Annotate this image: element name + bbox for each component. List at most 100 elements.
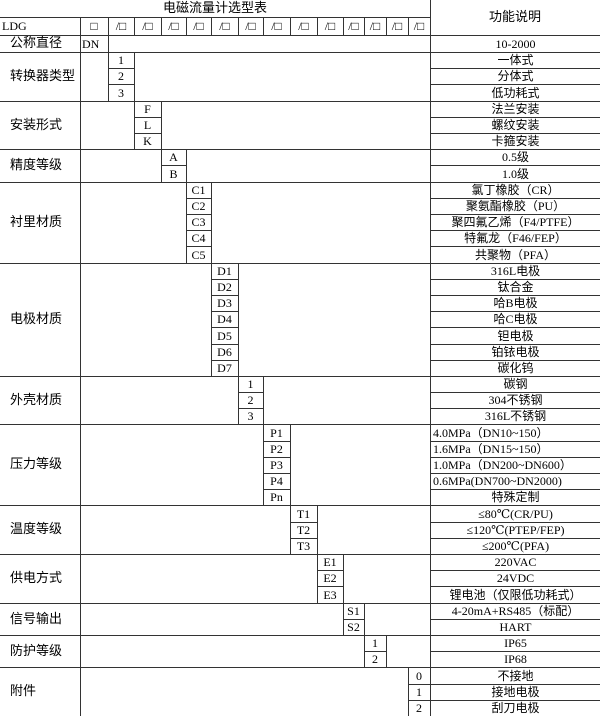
model-slot: /□ <box>238 17 264 36</box>
empty-cell <box>80 52 109 102</box>
option-code: 3 <box>238 408 264 425</box>
option-code: P4 <box>263 473 291 490</box>
option-desc: 共聚物（PFA） <box>430 246 600 264</box>
option-desc: 聚四氟乙烯（F4/PTFE） <box>430 214 600 231</box>
option-desc: IP68 <box>430 651 600 668</box>
empty-cell <box>80 554 318 604</box>
empty-cell <box>364 603 431 636</box>
empty-cell <box>80 263 212 377</box>
option-code: 1 <box>364 635 387 652</box>
option-code: P2 <box>263 441 291 458</box>
empty-cell <box>290 424 431 506</box>
empty-cell <box>80 667 409 716</box>
section-label: 信号输出 <box>0 603 81 636</box>
section-label: 供电方式 <box>0 554 81 604</box>
option-code: Pn <box>263 489 291 506</box>
option-desc: 1.6MPa（DN15~150） <box>430 441 600 458</box>
option-desc: 不接地 <box>430 667 600 685</box>
empty-cell <box>186 149 431 183</box>
option-code: D6 <box>211 344 239 361</box>
model-slot: /□ <box>386 17 409 36</box>
option-code: C3 <box>186 214 212 231</box>
model-prefix: LDG <box>0 17 81 36</box>
model-slot: /□ <box>186 17 212 36</box>
section-label: 压力等级 <box>0 424 81 506</box>
option-desc: 螺纹安装 <box>430 117 600 134</box>
model-slot: /□ <box>408 17 431 36</box>
option-code: 3 <box>108 84 135 102</box>
option-desc: 0.6MPa(DN700~DN2000) <box>430 473 600 490</box>
option-code: S1 <box>343 603 365 620</box>
empty-cell <box>263 376 431 425</box>
option-code: D3 <box>211 295 239 312</box>
option-desc: 4-20mA+RS485（标配） <box>430 603 600 620</box>
option-code: C2 <box>186 198 212 215</box>
empty-cell <box>80 505 291 555</box>
option-code: T1 <box>290 505 318 523</box>
option-desc: 0.5级 <box>430 149 600 166</box>
option-desc: 锂电池（仅限低功耗式） <box>430 586 600 604</box>
diameter-label: 公称直径 <box>0 35 81 53</box>
section-label: 转换器类型 <box>0 52 81 102</box>
function-header: 功能说明 <box>430 0 600 36</box>
model-slot: /□ <box>211 17 239 36</box>
option-code: T3 <box>290 538 318 555</box>
option-desc: ≤200℃(PFA) <box>430 538 600 555</box>
option-code: 2 <box>364 651 387 668</box>
model-slot: /□ <box>317 17 344 36</box>
option-code: D5 <box>211 327 239 345</box>
empty-cell <box>80 603 344 636</box>
option-code: 1 <box>238 376 264 393</box>
option-desc: 接地电极 <box>430 684 600 701</box>
empty-cell <box>386 635 431 668</box>
diameter-desc: 10-2000 <box>430 35 600 53</box>
empty-cell <box>80 101 135 150</box>
option-desc: 4.0MPa（DN10~150） <box>430 424 600 442</box>
option-desc: 法兰安装 <box>430 101 600 118</box>
model-slot: /□ <box>108 17 135 36</box>
option-desc: 24VDC <box>430 570 600 587</box>
option-desc: 1.0MPa（DN200~DN600） <box>430 457 600 474</box>
empty-cell <box>80 376 239 425</box>
option-code: 1 <box>108 52 135 69</box>
option-desc: 哈B电极 <box>430 295 600 312</box>
model-box: □ <box>80 17 109 36</box>
option-desc: 刮刀电极 <box>430 700 600 716</box>
empty-cell <box>80 424 264 506</box>
section-label: 衬里材质 <box>0 182 81 264</box>
section-label: 温度等级 <box>0 505 81 555</box>
option-desc: 哈C电极 <box>430 311 600 328</box>
option-desc: ≤120℃(PTEP/FEP) <box>430 522 600 539</box>
option-desc: HART <box>430 619 600 636</box>
model-slot: /□ <box>161 17 187 36</box>
option-code: E3 <box>317 586 344 604</box>
option-code: B <box>161 165 187 183</box>
empty-cell <box>108 35 431 53</box>
diameter-code: DN <box>80 35 109 53</box>
option-code: E1 <box>317 554 344 571</box>
option-desc: 碳钢 <box>430 376 600 393</box>
section-label: 电极材质 <box>0 263 81 377</box>
option-code: T2 <box>290 522 318 539</box>
section-label: 安装形式 <box>0 101 81 150</box>
model-slot: /□ <box>343 17 365 36</box>
option-code: P1 <box>263 424 291 442</box>
option-desc: 铂铱电极 <box>430 344 600 361</box>
option-desc: 特氟龙（F46/FEP） <box>430 230 600 247</box>
option-desc: 卡箍安装 <box>430 133 600 150</box>
option-code: C5 <box>186 246 212 264</box>
option-code: E2 <box>317 570 344 587</box>
option-code: D2 <box>211 279 239 296</box>
option-code: 0 <box>408 667 431 685</box>
empty-cell <box>238 263 431 377</box>
option-code: S2 <box>343 619 365 636</box>
option-desc: 一体式 <box>430 52 600 69</box>
option-desc: 特殊定制 <box>430 489 600 506</box>
option-code: L <box>134 117 162 134</box>
empty-cell <box>161 101 431 150</box>
option-code: C4 <box>186 230 212 247</box>
option-code: 2 <box>238 392 264 409</box>
empty-cell <box>211 182 431 264</box>
model-slot: /□ <box>134 17 162 36</box>
